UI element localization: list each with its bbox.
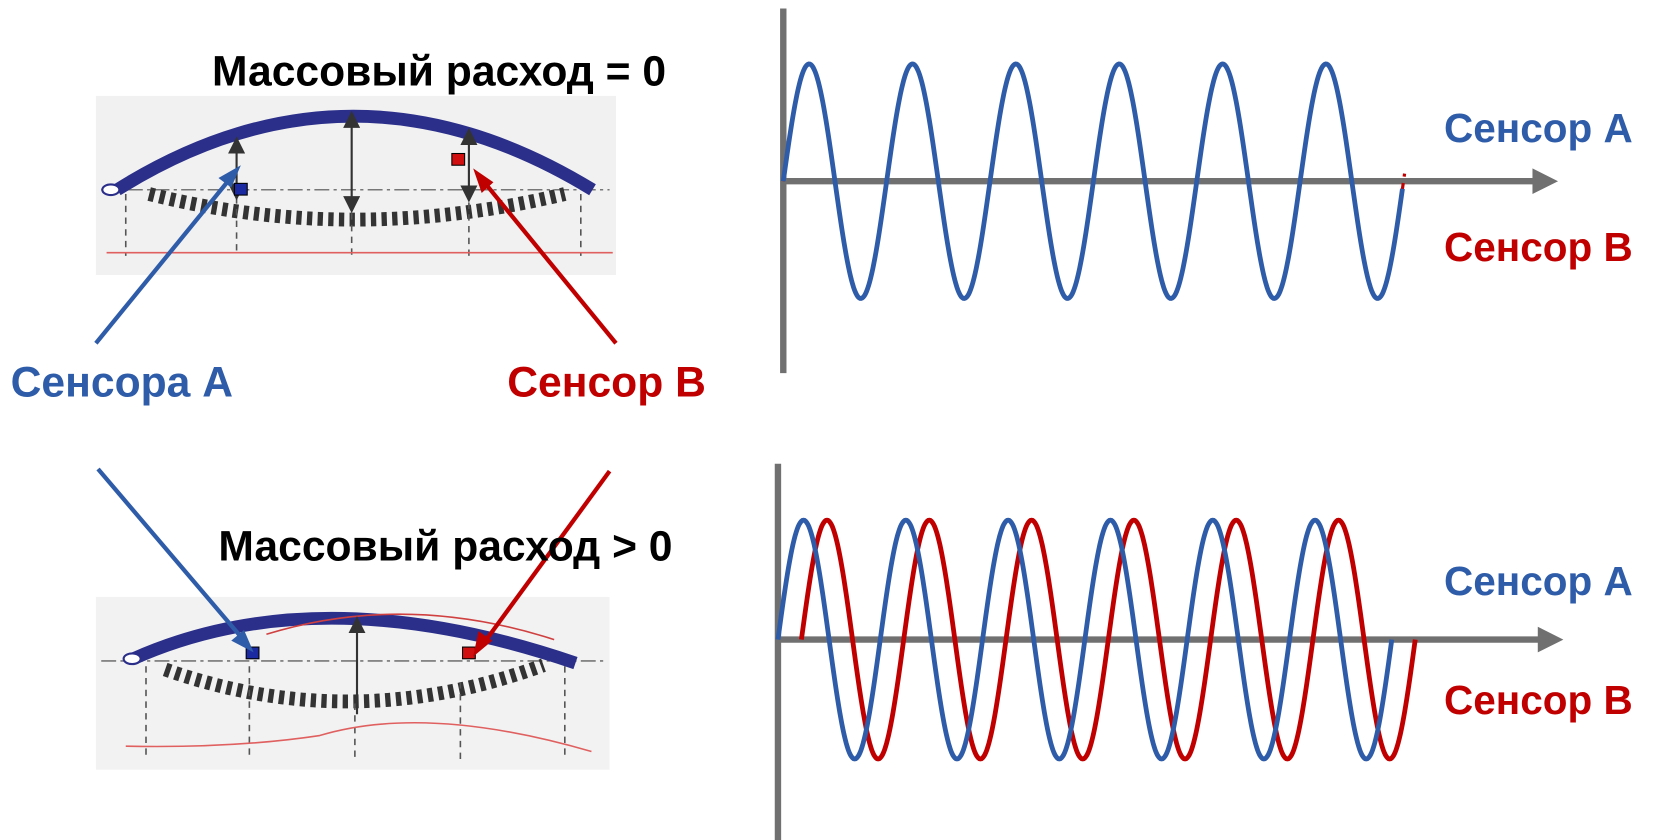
sine-wave xyxy=(780,61,1405,301)
graph-label-b: Сенсор B xyxy=(1444,224,1633,270)
pointer-arrows xyxy=(94,165,618,657)
graph-label-a: Сенсор A xyxy=(1444,558,1633,604)
axis-arrowheads xyxy=(1532,168,1564,653)
sensor-a-label: Сенсора A xyxy=(11,359,233,407)
waves xyxy=(775,61,1418,762)
tube-figure-bottom xyxy=(95,596,610,770)
graph-label-b: Сенсор B xyxy=(1444,677,1633,723)
sine-wave xyxy=(799,517,1418,762)
title-top: Массовый расход = 0 xyxy=(212,47,666,95)
tube-figure-top xyxy=(95,95,616,276)
graph-label-a: Сенсор A xyxy=(1444,105,1633,151)
sine-wave xyxy=(775,517,1395,762)
sensor-b-label: Сенсор B xyxy=(507,359,706,407)
title-bottom: Массовый расход > 0 xyxy=(218,523,672,571)
